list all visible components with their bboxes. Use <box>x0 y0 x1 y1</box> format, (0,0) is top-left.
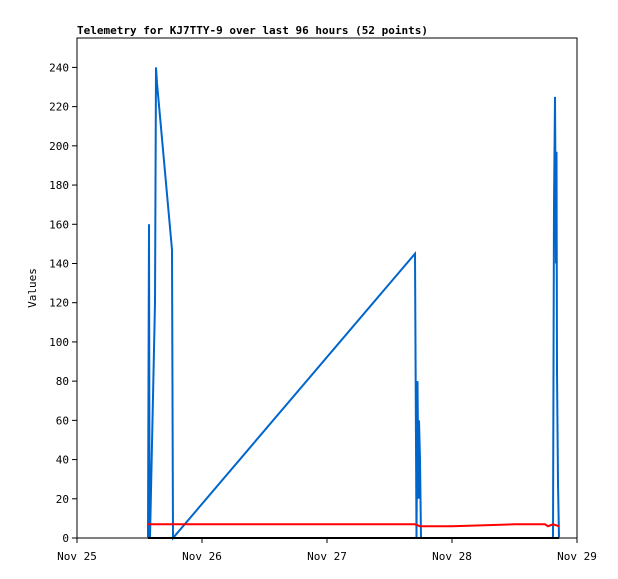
x-tick-label: Nov 27 <box>307 550 347 563</box>
x-tick-label: Nov 26 <box>182 550 222 563</box>
y-tick-label: 0 <box>62 532 69 545</box>
series-line <box>147 67 560 541</box>
y-tick-label: 160 <box>49 218 69 231</box>
y-tick-label: 220 <box>49 101 69 114</box>
y-tick-label: 200 <box>49 140 69 153</box>
y-tick-label: 20 <box>56 493 69 506</box>
y-axis-label: Values <box>26 268 39 308</box>
y-tick-label: 240 <box>49 61 69 74</box>
y-tick-label: 180 <box>49 179 69 192</box>
x-tick-label: Nov 25 <box>57 550 97 563</box>
y-tick-label: 120 <box>49 297 69 310</box>
x-tick-label: Nov 28 <box>432 550 472 563</box>
y-tick-label: 100 <box>49 336 69 349</box>
x-tick-label: Nov 29 <box>557 550 597 563</box>
y-tick-label: 60 <box>56 414 69 427</box>
y-tick-label: 80 <box>56 375 69 388</box>
chart-title: Telemetry for KJ7TTY-9 over last 96 hour… <box>77 24 428 37</box>
y-tick-label: 140 <box>49 257 69 270</box>
series-line <box>148 523 560 528</box>
y-tick-label: 40 <box>56 454 69 467</box>
